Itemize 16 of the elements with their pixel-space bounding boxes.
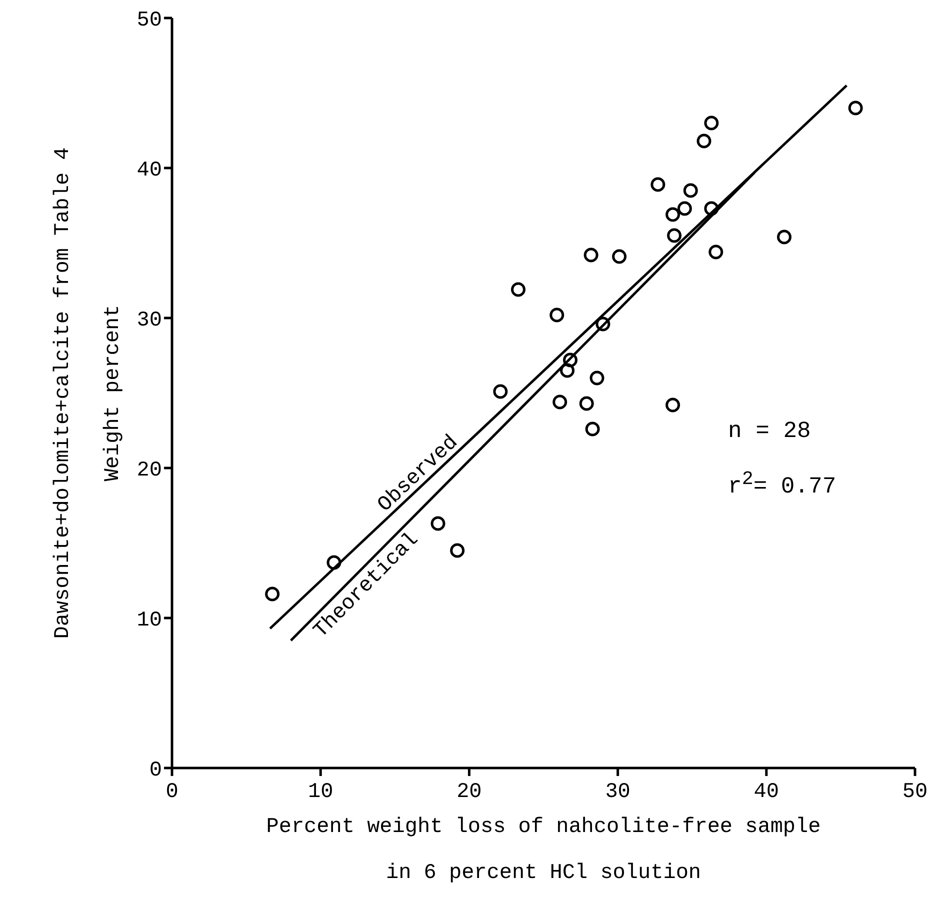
x-axis-title: Percent weight loss of nahcolite-free sample in 6 percent HCl solution [266,816,821,885]
y-tick-label: 40 [136,159,162,182]
annotation: n = 28 [728,418,811,444]
text: Dawsonite+dolomite+calcite from Table 4 Weight percent [52,147,125,639]
x-tick-label: 30 [605,780,630,804]
annotation: r$^{2}$= 0.77 [728,468,836,500]
y-tick-label: 20 [136,459,162,482]
x-tick-label: 50 [902,780,928,804]
y-tick-label: 0 [149,759,162,782]
y-tick-label: 50 [136,9,162,32]
y-tick-label: 30 [136,309,162,332]
x-tick-label: 0 [166,780,178,804]
x-tick-label: 10 [308,780,334,804]
x-tick-label: 40 [754,780,780,804]
y-tick-label: 10 [136,609,162,632]
x-tick-label: 20 [456,780,482,804]
